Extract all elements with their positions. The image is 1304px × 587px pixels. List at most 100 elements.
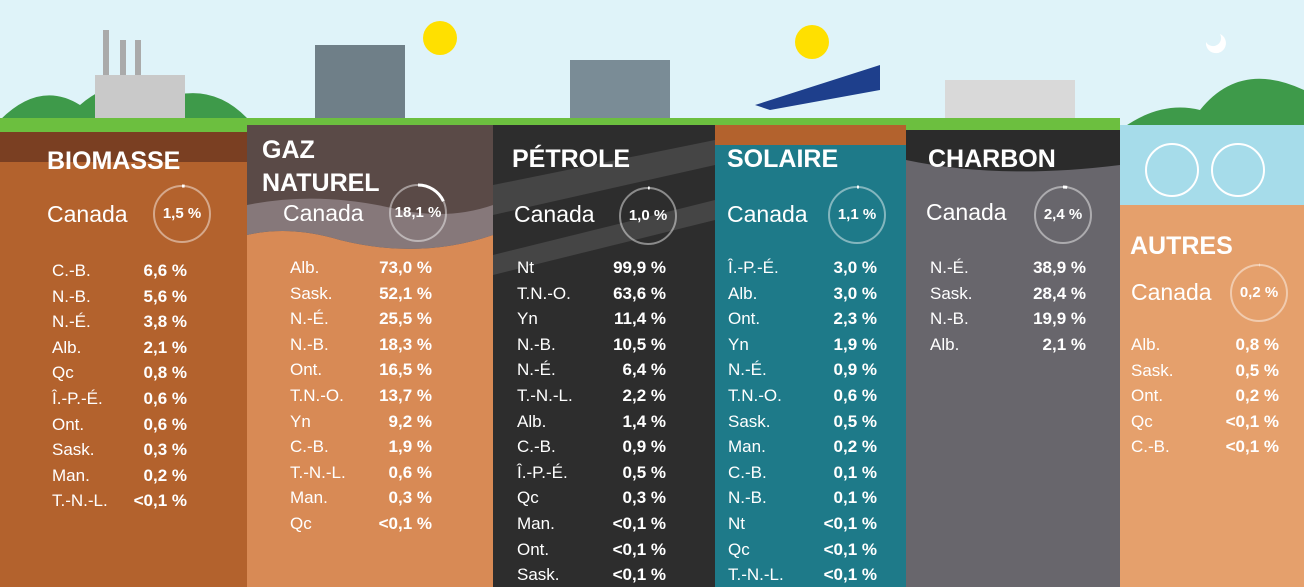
province: Ont. — [728, 309, 761, 329]
share: 52,1 % — [379, 283, 432, 303]
province: Qc — [728, 539, 750, 559]
charbon-ground — [906, 130, 1120, 587]
topsoil — [0, 132, 247, 162]
share: 16,5 % — [379, 360, 432, 380]
share: 38,9 % — [1033, 258, 1086, 277]
share: 0,5 % — [833, 411, 877, 431]
province: N.-É. — [290, 309, 329, 329]
share: 2,1 % — [143, 337, 187, 357]
share: 0,6 % — [143, 414, 187, 434]
province: Î.-P.-É. — [52, 389, 103, 408]
province: C.-B. — [52, 261, 91, 280]
region-label: Canada — [47, 201, 128, 227]
province: Qc — [52, 363, 74, 383]
share: 10,5 % — [613, 334, 666, 354]
province: N.-É. — [517, 360, 556, 380]
share: 1,9 % — [833, 334, 877, 354]
gauge-value: 2,4 % — [1043, 206, 1083, 223]
turbine — [1211, 143, 1265, 197]
topsoil — [715, 125, 906, 145]
share: 1,4 % — [622, 411, 666, 431]
petrole-layer — [493, 200, 715, 275]
province: Ont. — [1131, 386, 1164, 406]
province: T.N.-O. — [290, 386, 344, 405]
province: T.-N.-L. — [517, 386, 573, 405]
power-plant — [945, 80, 1075, 120]
share: 11,4 % — [614, 309, 666, 329]
refinery — [315, 45, 405, 120]
solar-panels — [755, 65, 880, 110]
province: Î.-P.-É. — [517, 462, 568, 482]
coal-layer — [906, 130, 1120, 172]
province: Ont. — [290, 360, 323, 380]
province: Qc — [290, 514, 312, 533]
gauge-value: 1,5 % — [162, 205, 202, 222]
share: 3,0 % — [833, 258, 877, 277]
share: 13,7 % — [379, 386, 432, 405]
column-title: SOLAIRE — [727, 145, 839, 173]
region-label: Canada — [926, 199, 1007, 225]
share: 0,3 % — [388, 488, 432, 508]
gaz-pocket — [247, 198, 493, 249]
share: 28,4 % — [1033, 283, 1086, 303]
province: N.-É. — [52, 312, 91, 332]
share: <0,1 % — [612, 565, 666, 585]
sun — [795, 25, 829, 59]
share: 0,2 % — [1235, 386, 1279, 406]
gauge-value: 0,2 % — [1239, 284, 1279, 301]
share: 0,8 % — [143, 363, 187, 383]
chimney — [103, 30, 109, 75]
province: Qc — [517, 488, 539, 508]
share: 25,5 % — [379, 309, 432, 329]
column-title: CHARBON — [928, 145, 1056, 173]
factory — [95, 75, 185, 120]
region-label: Canada — [727, 201, 808, 227]
hills — [1120, 78, 1304, 135]
share: 0,2 % — [143, 465, 187, 485]
province: C.-B. — [517, 437, 556, 457]
province: Alb. — [728, 283, 758, 303]
province: Î.-P.-É. — [728, 258, 779, 277]
province: Qc — [1131, 411, 1153, 431]
share: 2,1 % — [1042, 334, 1086, 354]
share: 99,9 % — [613, 258, 666, 277]
petrole-layer — [493, 140, 715, 215]
province: Man. — [290, 488, 328, 508]
province: N.-É. — [930, 258, 969, 277]
share: 2,3 % — [833, 309, 877, 329]
biomasse-ground — [0, 132, 247, 587]
share: <0,1 % — [823, 565, 877, 585]
chimney — [120, 40, 126, 75]
moon — [1205, 34, 1226, 54]
share: 73,0 % — [379, 258, 432, 277]
province: N.-B. — [52, 286, 91, 306]
province: Alb. — [52, 337, 82, 357]
share: 0,2 % — [833, 437, 877, 457]
share: 0,1 % — [833, 488, 877, 508]
share: 0,3 % — [143, 440, 187, 460]
province: Man. — [728, 437, 766, 457]
share: 5,6 % — [143, 286, 187, 306]
share: 0,9 % — [622, 437, 666, 457]
province: Yn — [728, 334, 749, 354]
region-label: Canada — [1131, 279, 1212, 305]
share: 3,0 % — [833, 283, 877, 303]
column-title: BIOMASSE — [47, 147, 181, 175]
province: N.-B. — [290, 334, 329, 354]
share: <0,1 % — [612, 539, 666, 559]
share: 9,2 % — [388, 411, 432, 431]
sun — [423, 21, 457, 55]
share: <0,1 % — [1225, 411, 1279, 431]
chimney — [135, 40, 141, 75]
share: 0,5 % — [1235, 360, 1279, 380]
share: <0,1 % — [612, 514, 666, 533]
share: 0,6 % — [143, 389, 187, 408]
share: 63,6 % — [613, 283, 666, 303]
share: 19,9 % — [1033, 309, 1086, 329]
province: Alb. — [1131, 335, 1161, 354]
gauge-value: 18,1 % — [394, 204, 442, 221]
province: T.-N.-L. — [52, 491, 108, 511]
column-title: PÉTROLE — [512, 145, 631, 173]
autres-ground — [1120, 205, 1304, 587]
